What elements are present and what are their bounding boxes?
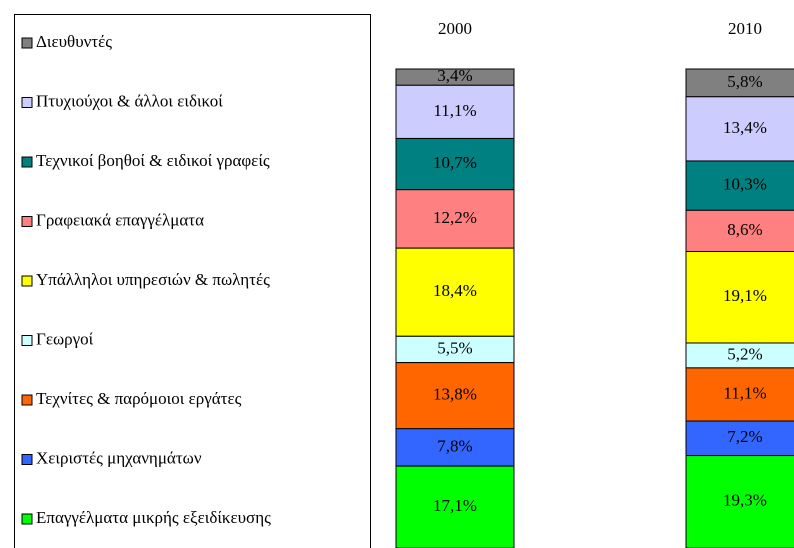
data-label: 19,1% (723, 286, 767, 305)
data-label: 5,8% (727, 72, 762, 91)
legend-label: Πτυχιούχοι & άλλοι ειδικοί (36, 91, 223, 110)
legend-box (14, 14, 371, 548)
data-label: 13,4% (723, 118, 767, 137)
bar-segment (685, 209, 794, 252)
bar-segment (395, 247, 515, 337)
bar-segment (685, 342, 794, 369)
data-label: 18,4% (433, 281, 477, 300)
x-tick-label: 2010 (728, 19, 762, 38)
data-label: 7,8% (437, 436, 472, 455)
data-label: 10,7% (433, 153, 477, 172)
data-label: 13,8% (433, 385, 477, 404)
bar-segment (685, 96, 794, 162)
legend-label: Διευθυντές (36, 32, 112, 51)
bar-segment (685, 160, 794, 211)
legend-swatch (21, 97, 33, 108)
data-label: 7,2% (727, 427, 762, 446)
legend-swatch (21, 216, 33, 227)
legend-label: Τεχνικοί βοηθοί & ειδικοί γραφείς (36, 151, 270, 170)
bar-segment (395, 137, 515, 191)
data-label: 5,2% (727, 344, 762, 363)
bar-segment (685, 420, 794, 457)
data-label: 12,2% (433, 208, 477, 227)
data-label: 8,6% (727, 220, 762, 239)
bar-segment (395, 335, 515, 364)
legend-swatch (21, 37, 33, 49)
legend-label: Χειριστές μηχανημάτων (36, 448, 202, 467)
bar-segment (395, 428, 515, 467)
data-label: 3,4% (437, 66, 472, 85)
legend-swatch (21, 156, 33, 168)
legend-label: Επαγγέλματα μικρής εξειδίκευσης (36, 508, 271, 527)
bar-segment (395, 362, 515, 430)
bar-segment (685, 250, 794, 344)
legend-label: Γεωργοί (36, 329, 94, 348)
data-label: 17,1% (433, 496, 477, 515)
legend-label: Τεχνίτες & παρόμοιοι εργάτες (36, 389, 242, 408)
legend-swatch (21, 275, 33, 287)
legend-label: Υπάλληλοι υπηρεσιών & πωλητές (36, 270, 270, 289)
data-label: 5,5% (437, 338, 472, 357)
legend-swatch (21, 335, 33, 346)
legend-swatch (21, 394, 33, 406)
bar-segment (685, 455, 794, 548)
bar-segment (395, 189, 515, 249)
bar-segment (685, 367, 794, 422)
legend-swatch (21, 454, 33, 465)
data-label: 19,3% (723, 491, 767, 510)
legend-swatch (21, 513, 33, 525)
x-tick-label: 2000 (438, 19, 472, 38)
data-label: 10,3% (723, 175, 767, 194)
data-label: 11,1% (433, 101, 476, 120)
bar-segment (395, 465, 515, 548)
legend-label: Γραφειακά επαγγέλματα (36, 210, 204, 229)
data-label: 11,1% (723, 383, 766, 402)
